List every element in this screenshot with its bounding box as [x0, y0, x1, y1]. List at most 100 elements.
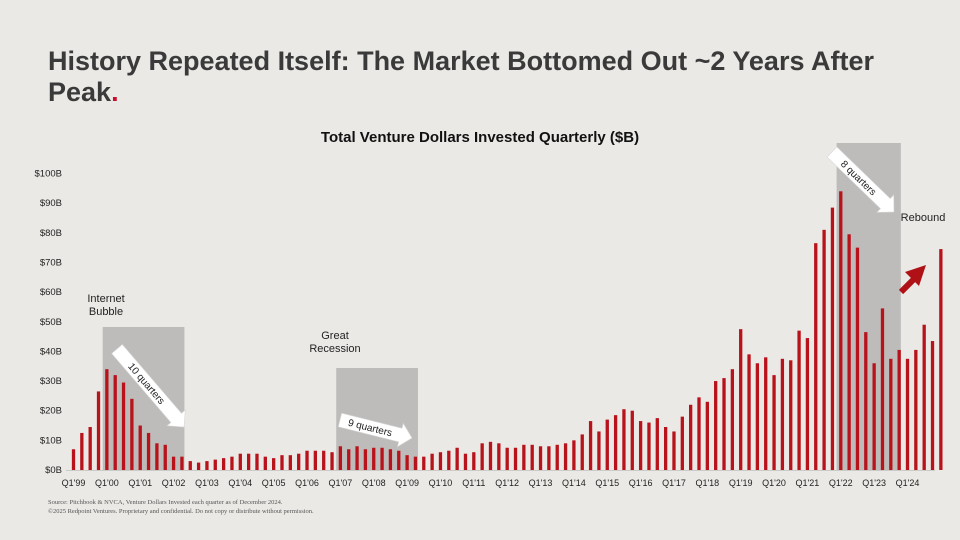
- bar-80: [739, 329, 743, 470]
- bar-26: [288, 455, 292, 470]
- x-tick-label: Q1'24: [896, 478, 920, 488]
- y-tick-label: $0B: [45, 465, 62, 476]
- bar-20: [238, 453, 242, 470]
- x-tick-label: Q1'07: [329, 478, 353, 488]
- bar-56: [538, 446, 543, 470]
- bar-8: [138, 425, 142, 470]
- bar-7: [130, 398, 134, 470]
- bar-55: [530, 444, 534, 470]
- bar-59: [563, 443, 568, 470]
- bar-58: [555, 444, 559, 470]
- y-tick-label: $90B: [40, 198, 62, 209]
- x-tick-label: Q1'09: [395, 478, 419, 488]
- x-tick-label: Q1'05: [262, 478, 286, 488]
- x-tick-label: Q1'20: [762, 478, 786, 488]
- y-tick-label: $20B: [40, 406, 62, 417]
- y-tick-label: $60B: [40, 287, 62, 298]
- rebound-arrow: [898, 265, 926, 295]
- duration-arrow-post-2021-shape: [826, 146, 895, 213]
- label-internet-bubble: Internet Bubble: [87, 293, 124, 318]
- x-tick-label: Q1'11: [462, 478, 485, 488]
- bar-43: [430, 453, 434, 470]
- bar-64: [605, 419, 609, 470]
- bar-54: [522, 444, 526, 470]
- x-tick-label: Q1'22: [829, 478, 853, 488]
- source-note: Source: Pitchbook & NVCA, Venture Dollar…: [48, 499, 283, 506]
- y-tick-label: $30B: [40, 376, 62, 387]
- x-tick-label: Q1'03: [195, 478, 219, 488]
- bar-101: [914, 349, 918, 470]
- bar-39: [397, 450, 401, 470]
- bar-57: [547, 446, 551, 470]
- bar-6: [121, 382, 126, 470]
- bar-29: [313, 450, 318, 470]
- x-tick-label: Q1'21: [796, 478, 820, 488]
- bar-15: [196, 462, 201, 470]
- bar-23: [263, 456, 267, 470]
- bar-38: [388, 449, 393, 470]
- bar-93: [847, 234, 851, 470]
- y-tick-label: $40B: [40, 346, 62, 357]
- bar-79: [730, 369, 735, 470]
- bar-27: [297, 453, 301, 470]
- bar-63: [597, 431, 601, 470]
- x-tick-label: Q1'08: [362, 478, 386, 488]
- label-internet-bubble-line2: Bubble: [89, 306, 123, 318]
- bar-73: [680, 416, 684, 470]
- y-tick-label: $50B: [40, 317, 62, 328]
- bar-5: [113, 375, 117, 470]
- bar-33: [347, 449, 351, 470]
- bar-2: [88, 427, 92, 470]
- bar-89: [814, 243, 818, 470]
- x-tick-label: Q1'12: [495, 478, 519, 488]
- rebound-arrow-head: [905, 265, 926, 286]
- bar-3: [96, 391, 101, 470]
- y-tick-label: $80B: [40, 228, 62, 239]
- x-tick-label: Q1'01: [128, 478, 152, 488]
- bar-68: [638, 421, 643, 470]
- bar-13: [180, 456, 184, 470]
- bar-99: [897, 349, 901, 470]
- bar-62: [588, 421, 593, 470]
- bar-91: [830, 207, 835, 470]
- bar-49: [480, 443, 484, 470]
- copyright-note: ©2025 Redpoint Ventures. Proprietary and…: [48, 507, 314, 515]
- x-tick-label: Q1'15: [595, 478, 619, 488]
- bar-53: [513, 447, 518, 470]
- bar-25: [280, 455, 284, 470]
- bar-17: [213, 459, 217, 470]
- bar-16: [205, 461, 209, 470]
- bar-24: [272, 458, 276, 470]
- x-tick-label: Q1'04: [228, 478, 252, 488]
- bar-82: [755, 363, 760, 470]
- bar-100: [905, 358, 910, 470]
- x-tick-label: Q1'99: [62, 478, 86, 488]
- title-dot: .: [111, 77, 119, 107]
- bar-21: [246, 453, 251, 470]
- bar-19: [230, 456, 234, 470]
- bar-96: [872, 363, 876, 470]
- bar-87: [797, 330, 801, 470]
- bar-4: [105, 369, 109, 470]
- y-tick-label: $10B: [40, 435, 62, 446]
- duration-arrow-recession-shape: [337, 412, 413, 448]
- bar-11: [163, 444, 167, 470]
- x-tick-label: Q1'06: [295, 478, 319, 488]
- bar-69: [647, 422, 651, 470]
- bar-22: [255, 453, 259, 470]
- bar-0: [71, 449, 76, 470]
- bar-102: [922, 324, 926, 470]
- bar-78: [722, 378, 726, 470]
- bar-51: [497, 443, 501, 470]
- bar-61: [580, 434, 584, 470]
- bar-50: [488, 441, 493, 470]
- slide-title-text: History Repeated Itself: The Market Bott…: [48, 46, 874, 107]
- bar-31: [330, 452, 334, 470]
- bar-84: [772, 375, 776, 470]
- duration-arrow-bubble-shape: [111, 344, 186, 428]
- bar-44: [438, 452, 443, 470]
- x-tick-label: Q1'13: [529, 478, 553, 488]
- x-tick-label: Q1'00: [95, 478, 119, 488]
- footnote: Source: Pitchbook & NVCA, Venture Dollar…: [48, 499, 314, 516]
- bar-94: [855, 247, 860, 470]
